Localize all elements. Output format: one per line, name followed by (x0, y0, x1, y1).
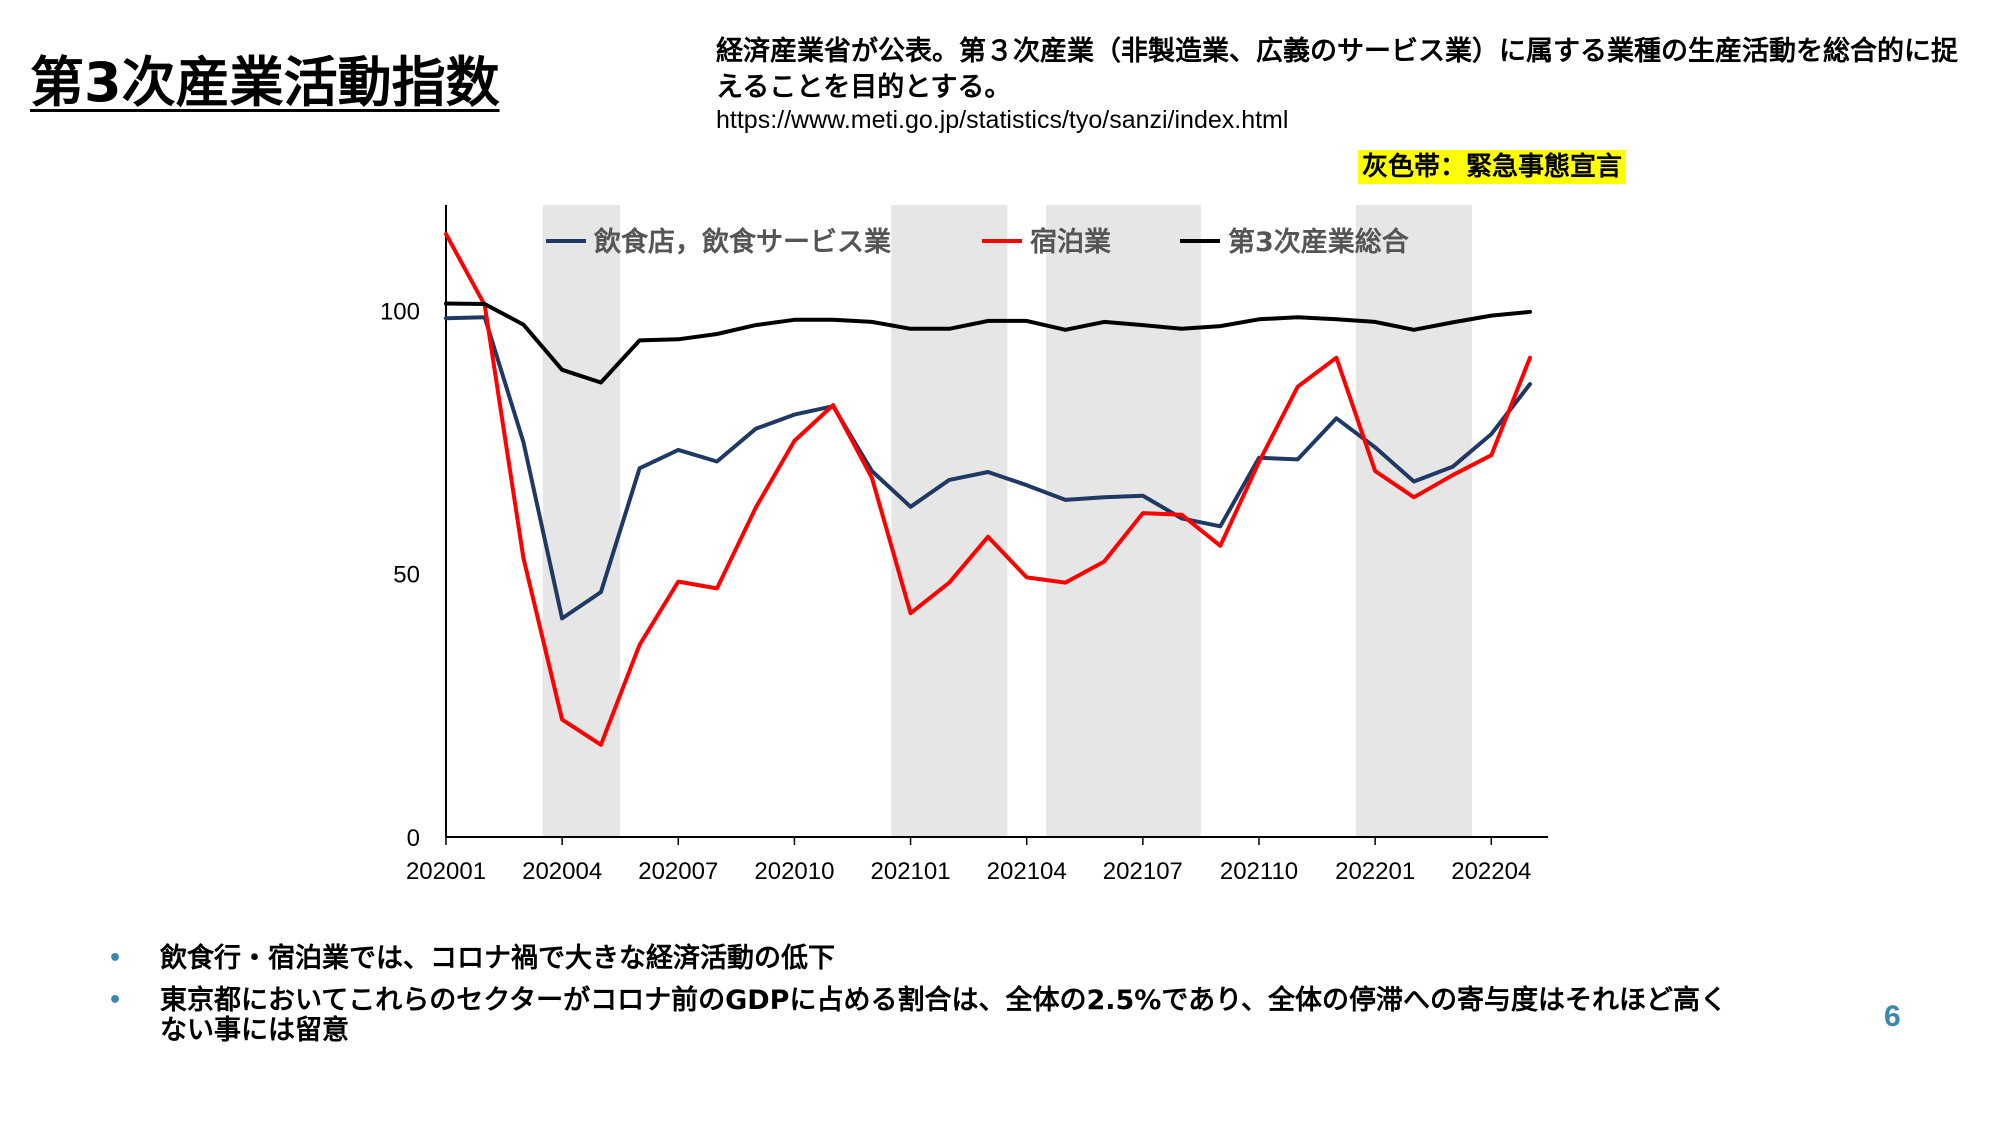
emergency-band (1355, 205, 1472, 837)
x-tick-label: 202101 (871, 858, 951, 885)
slide-title: 第3次産業活動指数 (30, 51, 500, 114)
emergency-band (891, 205, 1008, 837)
emergency-label: 灰色帯：緊急事態宣言 (1358, 150, 1627, 184)
x-tick-label: 202107 (1103, 858, 1183, 885)
x-tick-label: 202201 (1335, 858, 1415, 885)
legend-label: 宿泊業 (1030, 226, 1111, 258)
legend-label: 飲食店，飲食サービス業 (593, 226, 891, 258)
y-tick-label: 100 (380, 298, 420, 325)
line-chart: 0 50 100 202001 202004 202007 202010 202101 2021… (380, 205, 1548, 885)
source-url: https://www.meti.go.jp/statistics/tyo/sa… (716, 106, 1289, 134)
slide-description: 経済産業省が公表。第３次産業（非製造業、広義のサービス業）に属する業種の生産活動… (716, 36, 1958, 103)
page-number: 6 (1884, 1000, 1901, 1033)
y-tick-label: 0 (407, 825, 420, 852)
bullet-dot-icon: • (108, 988, 123, 1013)
bullet-text: 東京都においてこれらのセクターがコロナ前のGDPに占める割合は、全体の2.5%で… (160, 985, 1728, 1046)
series-line-3 (444, 301, 1532, 385)
bullet-list: • 飲食行・宿泊業では、コロナ禍で大きな経済活動の低下 • 東京都においてこれら… (108, 944, 1728, 1058)
x-tick-label: 202004 (522, 858, 602, 885)
legend-label: 第3次産業総合 (1228, 226, 1409, 258)
x-tick-label: 202007 (638, 858, 718, 885)
bullet-dot-icon: • (108, 946, 123, 971)
bullet-item: • 飲食行・宿泊業では、コロナ禍で大きな経済活動の低下 (108, 944, 1728, 974)
bullet-text: 飲食行・宿泊業では、コロナ禍で大きな経済活動の低下 (160, 943, 835, 974)
x-tick-label: 202104 (987, 858, 1067, 885)
emergency-band (1046, 205, 1201, 837)
x-tick-label: 202204 (1451, 858, 1531, 885)
y-tick-label: 50 (393, 562, 420, 589)
series-line-1 (444, 315, 1532, 621)
x-tick-label: 202110 (1220, 858, 1298, 885)
series-line-2 (444, 232, 1532, 747)
x-tick-label: 202010 (754, 858, 834, 885)
x-tick-label: 202001 (406, 858, 486, 885)
bullet-item: • 東京都においてこれらのセクターがコロナ前のGDPに占める割合は、全体の2.5… (108, 986, 1728, 1046)
emergency-band (542, 205, 621, 837)
